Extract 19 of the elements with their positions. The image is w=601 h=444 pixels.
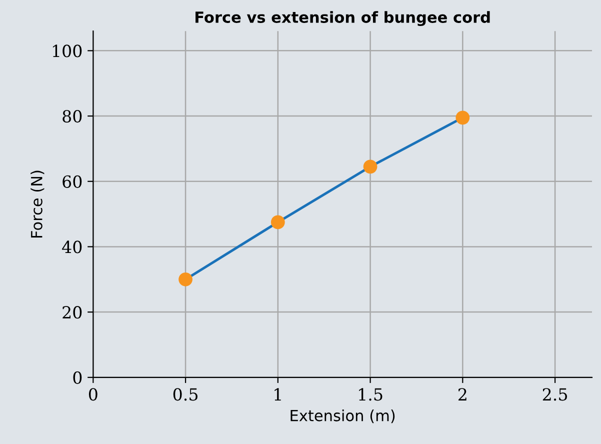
x-tick-label: 0 (88, 388, 98, 401)
x-tick-label: 1.5 (359, 388, 382, 401)
x-tick-label: 0.5 (173, 388, 198, 401)
y-tick-label: 0 (73, 371, 82, 384)
point (270, 215, 285, 230)
y-tick-label: 20 (62, 306, 82, 319)
point (178, 272, 192, 286)
y-tick-label: 60 (62, 175, 82, 188)
y-tick-label: 100 (52, 44, 82, 58)
point (456, 110, 470, 125)
point (363, 160, 378, 174)
chart-title: Force vs extension of bungee cord (196, 11, 490, 26)
y-tick-label: 40 (62, 240, 82, 254)
x-axis-title: Extension (m) (290, 410, 395, 424)
y-tick-label: 80 (62, 110, 82, 123)
x-tick-label: 1 (274, 388, 281, 400)
x-tick-label: 2.5 (542, 388, 567, 401)
y-axis-title: Force (N) (30, 170, 44, 238)
x-tick-label: 2 (458, 388, 466, 400)
